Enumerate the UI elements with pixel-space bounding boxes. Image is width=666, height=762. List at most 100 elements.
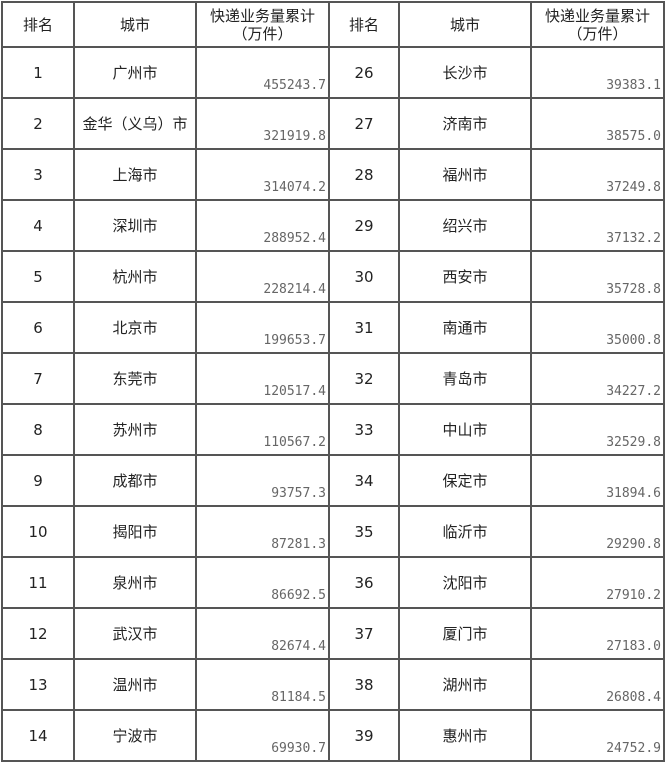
volume-cell: 87281.3 — [195, 505, 330, 558]
header-volume-line2: （万件） — [567, 24, 628, 43]
volume-cell: 69930.7 — [195, 709, 330, 762]
city-cell: 福州市 — [398, 148, 532, 201]
rank-cell: 27 — [328, 97, 400, 150]
city-cell: 惠州市 — [398, 709, 532, 762]
rank-cell: 5 — [1, 250, 75, 303]
rank-cell: 11 — [1, 556, 75, 609]
volume-cell: 455243.7 — [195, 46, 330, 99]
rank-cell: 9 — [1, 454, 75, 507]
volume-cell: 82674.4 — [195, 607, 330, 660]
volume-cell: 110567.2 — [195, 403, 330, 456]
city-cell: 成都市 — [73, 454, 197, 507]
city-cell: 上海市 — [73, 148, 197, 201]
rank-cell: 35 — [328, 505, 400, 558]
table-row: 11 泉州市 86692.5 36 沈阳市 27910.2 — [1, 556, 665, 609]
volume-cell: 81184.5 — [195, 658, 330, 711]
city-cell: 厦门市 — [398, 607, 532, 660]
city-cell: 沈阳市 — [398, 556, 532, 609]
city-cell: 泉州市 — [73, 556, 197, 609]
rank-cell: 2 — [1, 97, 75, 150]
volume-cell: 29290.8 — [530, 505, 665, 558]
city-cell: 揭阳市 — [73, 505, 197, 558]
table-row: 2 金华（义乌）市 321919.8 27 济南市 38575.0 — [1, 97, 665, 150]
header-volume-line1: 快递业务量累计 — [209, 6, 315, 25]
volume-cell: 228214.4 — [195, 250, 330, 303]
city-cell: 苏州市 — [73, 403, 197, 456]
table-row: 14 宁波市 69930.7 39 惠州市 24752.9 — [1, 709, 665, 762]
city-cell: 保定市 — [398, 454, 532, 507]
city-cell: 杭州市 — [73, 250, 197, 303]
volume-cell: 24752.9 — [530, 709, 665, 762]
city-cell: 青岛市 — [398, 352, 532, 405]
header-volume-line2: （万件） — [232, 24, 293, 43]
rank-cell: 28 — [328, 148, 400, 201]
table-row: 4 深圳市 288952.4 29 绍兴市 37132.2 — [1, 199, 665, 252]
volume-cell: 37249.8 — [530, 148, 665, 201]
header-volume: 快递业务量累计 （万件） — [195, 1, 330, 48]
city-cell: 东莞市 — [73, 352, 197, 405]
header-city: 城市 — [73, 1, 197, 48]
rank-cell: 12 — [1, 607, 75, 660]
rank-cell: 36 — [328, 556, 400, 609]
table-row: 7 东莞市 120517.4 32 青岛市 34227.2 — [1, 352, 665, 405]
table-row: 3 上海市 314074.2 28 福州市 37249.8 — [1, 148, 665, 201]
rank-cell: 34 — [328, 454, 400, 507]
volume-cell: 34227.2 — [530, 352, 665, 405]
volume-cell: 26808.4 — [530, 658, 665, 711]
rank-cell: 32 — [328, 352, 400, 405]
volume-cell: 27910.2 — [530, 556, 665, 609]
volume-cell: 314074.2 — [195, 148, 330, 201]
volume-cell: 31894.6 — [530, 454, 665, 507]
rank-cell: 10 — [1, 505, 75, 558]
table-row: 12 武汉市 82674.4 37 厦门市 27183.0 — [1, 607, 665, 660]
volume-cell: 37132.2 — [530, 199, 665, 252]
volume-cell: 120517.4 — [195, 352, 330, 405]
table-row: 5 杭州市 228214.4 30 西安市 35728.8 — [1, 250, 665, 303]
city-cell: 西安市 — [398, 250, 532, 303]
rank-cell: 13 — [1, 658, 75, 711]
rank-cell: 31 — [328, 301, 400, 354]
header-row: 排名 城市 快递业务量累计 （万件） 排名 城市 快递业务量累计 （万件） — [1, 1, 665, 48]
table-row: 9 成都市 93757.3 34 保定市 31894.6 — [1, 454, 665, 507]
city-cell: 宁波市 — [73, 709, 197, 762]
rank-cell: 38 — [328, 658, 400, 711]
table-row: 8 苏州市 110567.2 33 中山市 32529.8 — [1, 403, 665, 456]
header-volume: 快递业务量累计 （万件） — [530, 1, 665, 48]
city-cell: 金华（义乌）市 — [73, 97, 197, 150]
rank-cell: 30 — [328, 250, 400, 303]
header-city: 城市 — [398, 1, 532, 48]
city-cell: 北京市 — [73, 301, 197, 354]
volume-cell: 32529.8 — [530, 403, 665, 456]
rank-cell: 6 — [1, 301, 75, 354]
table-row: 1 广州市 455243.7 26 长沙市 39383.1 — [1, 46, 665, 99]
header-rank: 排名 — [1, 1, 75, 48]
city-cell: 武汉市 — [73, 607, 197, 660]
rank-cell: 1 — [1, 46, 75, 99]
city-cell: 绍兴市 — [398, 199, 532, 252]
volume-cell: 199653.7 — [195, 301, 330, 354]
table-row: 6 北京市 199653.7 31 南通市 35000.8 — [1, 301, 665, 354]
rank-cell: 3 — [1, 148, 75, 201]
rank-cell: 14 — [1, 709, 75, 762]
volume-cell: 35000.8 — [530, 301, 665, 354]
rank-cell: 7 — [1, 352, 75, 405]
header-rank: 排名 — [328, 1, 400, 48]
volume-cell: 86692.5 — [195, 556, 330, 609]
volume-cell: 35728.8 — [530, 250, 665, 303]
volume-cell: 39383.1 — [530, 46, 665, 99]
volume-cell: 38575.0 — [530, 97, 665, 150]
table-row: 10 揭阳市 87281.3 35 临沂市 29290.8 — [1, 505, 665, 558]
rank-cell: 4 — [1, 199, 75, 252]
city-cell: 广州市 — [73, 46, 197, 99]
rank-cell: 37 — [328, 607, 400, 660]
city-cell: 济南市 — [398, 97, 532, 150]
city-cell: 南通市 — [398, 301, 532, 354]
header-volume-line1: 快递业务量累计 — [544, 6, 650, 25]
city-cell: 长沙市 — [398, 46, 532, 99]
city-cell: 深圳市 — [73, 199, 197, 252]
rank-cell: 39 — [328, 709, 400, 762]
city-cell: 中山市 — [398, 403, 532, 456]
volume-cell: 288952.4 — [195, 199, 330, 252]
volume-cell: 93757.3 — [195, 454, 330, 507]
